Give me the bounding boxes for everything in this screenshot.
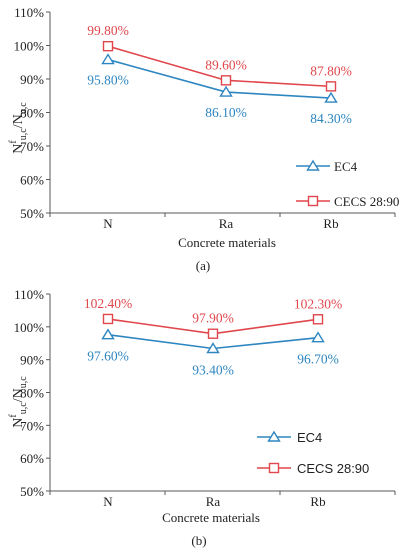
- series-cecs: 99.80% 89.60% 87.80%: [87, 23, 352, 92]
- data-point-square: [207, 328, 219, 339]
- y-label-sup: f: [8, 414, 19, 418]
- y-tick-label: 80%: [20, 386, 44, 401]
- y-tick-label: 110%: [14, 287, 44, 302]
- y-axis-ticks: 50% 60% 70% 80% 90% 100% 110%: [14, 5, 50, 221]
- data-label: 102.30%: [294, 296, 342, 311]
- legend-cecs-label: CECS 28:90: [297, 461, 369, 476]
- x-tick-label: N: [103, 494, 113, 509]
- y-label-sup: f: [8, 140, 19, 144]
- legend-cecs-label: CECS 28:90: [334, 194, 399, 209]
- data-label: 87.80%: [310, 63, 352, 78]
- data-point-triangle: [101, 53, 115, 65]
- y-tick-label: 60%: [20, 451, 44, 466]
- y-tick-label: 100%: [14, 39, 45, 54]
- y-label-sub: u,c: [18, 128, 29, 141]
- legend-ec4-label: EC4: [297, 430, 322, 445]
- legend: EC4 CECS 28:90: [296, 159, 399, 209]
- x-tick-label: Ra: [219, 216, 234, 231]
- y-label-sub: u,c: [18, 402, 29, 415]
- y-label-tail: /N: [11, 388, 26, 402]
- data-point-square: [102, 313, 114, 325]
- y-tick-label: 50%: [20, 484, 44, 499]
- data-label: 97.60%: [87, 349, 129, 364]
- data-label: 102.40%: [84, 296, 132, 311]
- x-axis-label: Concrete materials: [178, 235, 276, 250]
- x-tick-label: Rb: [310, 494, 325, 509]
- y-label-sub2: u,c: [18, 102, 29, 115]
- data-label: 93.40%: [192, 363, 234, 378]
- series-ec4: 95.80% 86.10% 84.30%: [87, 53, 352, 126]
- data-point-square: [102, 40, 114, 52]
- legend-ec4-triangle-icon: [267, 430, 281, 442]
- data-point-triangle: [101, 328, 115, 340]
- x-axis-ticks: N Ra Rb: [49, 213, 396, 231]
- y-axis-ticks: 50% 60% 70% 80% 90% 100% 110%: [14, 287, 50, 499]
- data-label: 95.80%: [87, 73, 129, 88]
- y-tick-label: 70%: [20, 139, 44, 154]
- data-point-triangle: [219, 85, 233, 97]
- y-tick-label: 50%: [20, 206, 44, 221]
- data-point-square: [220, 75, 232, 86]
- y-label-tail: /N: [11, 114, 26, 128]
- series-ec4: 97.60% 93.40% 96.70%: [87, 328, 339, 378]
- data-point-triangle: [311, 331, 325, 343]
- legend: EC4 CECS 28:90: [257, 430, 369, 476]
- y-tick-label: 70%: [20, 418, 44, 433]
- data-label: 89.60%: [205, 57, 247, 72]
- legend-ec4-triangle-icon: [306, 159, 320, 171]
- x-axis-ticks: N Ra Rb: [49, 491, 396, 509]
- data-label: 99.80%: [87, 23, 129, 38]
- data-point-triangle: [206, 342, 220, 354]
- data-point-square: [312, 314, 324, 325]
- y-tick-label: 90%: [20, 353, 44, 368]
- series-layer: 95.80% 86.10% 84.30% 99.80% 89.60% 87.80%: [87, 23, 352, 126]
- legend-cecs-square-icon: [268, 462, 280, 474]
- data-label: 97.90%: [192, 311, 234, 326]
- y-axis-label: Nfu,c/Nu,c: [8, 376, 29, 428]
- y-label-sub2: u,c: [18, 376, 29, 389]
- y-tick-label: 80%: [20, 106, 44, 121]
- data-point-triangle: [324, 91, 338, 103]
- series-cecs: 102.40% 97.90% 102.30%: [84, 296, 342, 339]
- y-label-main: N: [11, 418, 26, 428]
- data-label: 84.30%: [310, 111, 352, 126]
- x-tick-label: N: [103, 216, 113, 231]
- y-tick-label: 100%: [14, 320, 45, 335]
- panel-label-a: (a): [196, 258, 210, 273]
- series-layer: 97.60% 93.40% 96.70% 102.40% 97.90% 102.30%: [84, 296, 342, 378]
- y-tick-label: 90%: [20, 72, 44, 87]
- x-tick-label: Rb: [323, 216, 338, 231]
- y-axis-label: Nfu,c/Nu,c: [8, 102, 29, 154]
- chart-panel-a: 50%60%70%80%90%100%110% N Ra Rb Nfu,c/Nu,c…: [8, 5, 399, 273]
- chart-panel-b: 50%60%70%80%90%100%110% N Ra Rb Nfu,c/Nu,c…: [8, 287, 396, 548]
- legend-cecs-square-icon: [307, 195, 319, 207]
- x-axis-label: Concrete materials: [162, 510, 260, 525]
- panel-label-b: (b): [191, 533, 206, 548]
- x-tick-label: Ra: [206, 494, 221, 509]
- y-tick-label: 60%: [20, 173, 44, 188]
- y-label-main: N: [11, 144, 26, 154]
- data-label: 96.70%: [297, 352, 339, 367]
- y-tick-label: 110%: [14, 5, 44, 20]
- data-label: 86.10%: [205, 105, 247, 120]
- data-point-square: [325, 81, 337, 92]
- legend-ec4-label: EC4: [334, 159, 358, 174]
